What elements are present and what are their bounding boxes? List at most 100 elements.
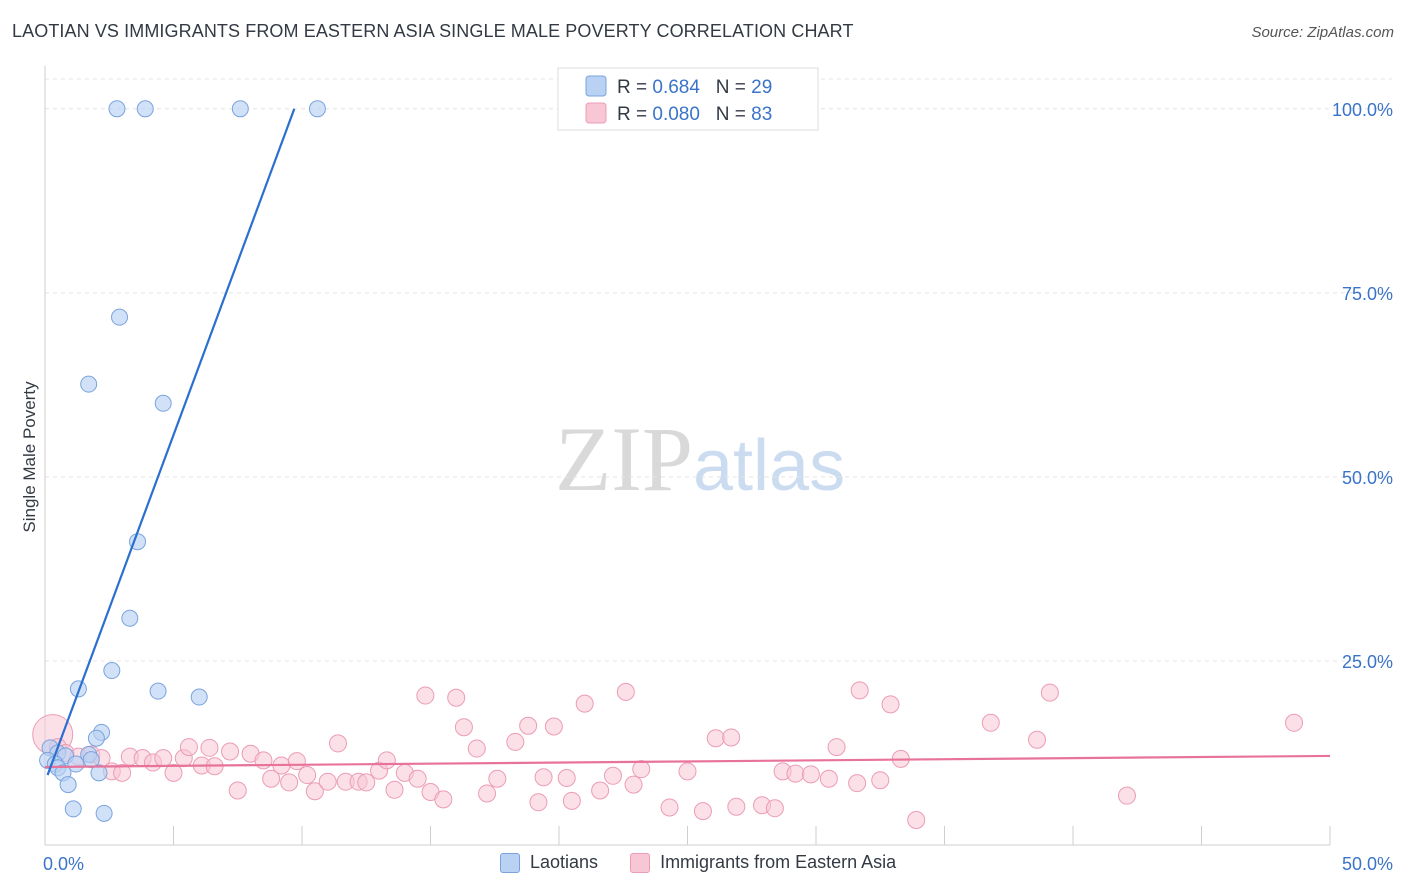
laotians-point[interactable] xyxy=(308,100,326,118)
laotians-point[interactable] xyxy=(154,394,172,412)
immigrants-point[interactable] xyxy=(678,762,697,781)
stats-legend-swatch xyxy=(585,102,607,124)
immigrants-point[interactable] xyxy=(727,797,746,816)
immigrants-point[interactable] xyxy=(786,764,805,783)
immigrants-trend-line xyxy=(44,754,1331,769)
immigrants-point[interactable] xyxy=(801,765,820,784)
chart-source: Source: ZipAtlas.com xyxy=(1251,24,1394,41)
y-tick-label: 75.0% xyxy=(1342,284,1393,304)
stats-legend-swatch xyxy=(585,75,607,97)
immigrants-point[interactable] xyxy=(850,681,869,700)
stats-legend-row: R = 0.080 N = 83 xyxy=(617,104,772,125)
x-tick-label: 0.0% xyxy=(43,854,84,874)
immigrants-point[interactable] xyxy=(848,774,867,793)
laotians-point[interactable] xyxy=(95,804,113,822)
immigrants-point[interactable] xyxy=(765,799,784,818)
immigrants-point[interactable] xyxy=(506,732,525,751)
laotians-point[interactable] xyxy=(121,609,139,627)
laotians-point[interactable] xyxy=(149,682,167,700)
immigrants-point[interactable] xyxy=(262,769,281,788)
immigrants-point[interactable] xyxy=(447,688,466,707)
laotians-point[interactable] xyxy=(103,662,121,680)
immigrants-point[interactable] xyxy=(377,751,396,770)
laotians-point[interactable] xyxy=(59,776,77,794)
immigrants-point[interactable] xyxy=(722,728,741,747)
immigrants-point[interactable] xyxy=(478,784,497,803)
y-tick-label: 100.0% xyxy=(1332,100,1393,120)
watermark: ZIPatlas xyxy=(555,408,845,510)
immigrants-point[interactable] xyxy=(591,781,610,800)
immigrants-point[interactable] xyxy=(385,780,404,799)
immigrants-point[interactable] xyxy=(519,716,538,735)
immigrants-point[interactable] xyxy=(706,729,725,748)
immigrants-point[interactable] xyxy=(298,766,317,785)
immigrants-point[interactable] xyxy=(693,802,712,821)
laotians-point[interactable] xyxy=(87,729,105,747)
immigrants-point[interactable] xyxy=(1040,683,1059,702)
laotians-swatch xyxy=(500,852,520,873)
immigrants-point[interactable] xyxy=(660,798,679,817)
immigrants-point[interactable] xyxy=(454,718,473,737)
immigrants-point[interactable] xyxy=(280,773,299,792)
immigrants-point[interactable] xyxy=(632,760,651,779)
immigrants-point[interactable] xyxy=(819,769,838,788)
immigrants-point[interactable] xyxy=(179,738,198,757)
immigrants-point[interactable] xyxy=(488,769,507,788)
immigrants-point[interactable] xyxy=(544,717,563,736)
y-tick-label: 25.0% xyxy=(1342,652,1393,672)
laotians-point[interactable] xyxy=(111,308,129,326)
immigrants-point[interactable] xyxy=(616,682,635,701)
laotians-point[interactable] xyxy=(80,375,98,393)
legend-item-laotians[interactable]: Laotians xyxy=(500,852,598,873)
laotians-point[interactable] xyxy=(108,100,126,118)
immigrants-point[interactable] xyxy=(164,763,183,782)
immigrants-point[interactable] xyxy=(624,775,643,794)
y-tick-label: 50.0% xyxy=(1342,468,1393,488)
immigrants-point[interactable] xyxy=(575,694,594,713)
immigrants-point[interactable] xyxy=(1117,786,1136,805)
immigrants-point[interactable] xyxy=(529,793,548,812)
immigrants-point[interactable] xyxy=(881,695,900,714)
immigrants-point[interactable] xyxy=(328,734,347,753)
immigrants-point[interactable] xyxy=(416,686,435,705)
x-tick-label: 50.0% xyxy=(1342,854,1393,874)
immigrants-point[interactable] xyxy=(113,763,132,782)
immigrants-point[interactable] xyxy=(907,810,926,829)
immigrants-point[interactable] xyxy=(467,739,486,758)
immigrants-point[interactable] xyxy=(603,766,622,785)
stats-legend-row: R = 0.684 N = 29 xyxy=(617,77,772,98)
laotians-point[interactable] xyxy=(231,100,249,118)
legend-label-immigrants: Immigrants from Eastern Asia xyxy=(660,852,897,872)
legend-item-immigrants[interactable]: Immigrants from Eastern Asia xyxy=(630,852,896,873)
immigrants-point[interactable] xyxy=(1285,713,1304,732)
legend-label-laotians: Laotians xyxy=(530,852,599,872)
laotians-trend-line xyxy=(46,108,296,776)
immigrants-point[interactable] xyxy=(318,772,337,791)
immigrants-point[interactable] xyxy=(562,791,581,810)
immigrants-swatch xyxy=(630,852,651,873)
immigrants-point[interactable] xyxy=(557,769,576,788)
chart-title: LAOTIAN VS IMMIGRANTS FROM EASTERN ASIA … xyxy=(12,21,854,41)
immigrants-point[interactable] xyxy=(1028,730,1047,749)
immigrants-point[interactable] xyxy=(305,782,324,801)
immigrants-point[interactable] xyxy=(254,751,273,770)
immigrants-point[interactable] xyxy=(534,768,553,787)
immigrants-point[interactable] xyxy=(408,769,427,788)
immigrants-point[interactable] xyxy=(434,790,453,809)
immigrants-point[interactable] xyxy=(827,738,846,757)
immigrants-point[interactable] xyxy=(357,773,376,792)
laotians-point[interactable] xyxy=(190,688,208,706)
y-axis-label: Single Male Poverty xyxy=(20,381,39,533)
laotians-point[interactable] xyxy=(90,764,108,782)
immigrants-point[interactable] xyxy=(200,738,219,757)
immigrants-point[interactable] xyxy=(287,752,306,771)
immigrants-point[interactable] xyxy=(154,749,173,768)
laotians-point[interactable] xyxy=(64,800,82,818)
immigrants-point[interactable] xyxy=(228,781,247,800)
immigrants-point[interactable] xyxy=(871,771,890,790)
laotians-point[interactable] xyxy=(67,755,85,773)
immigrants-point[interactable] xyxy=(981,713,1000,732)
laotians-point[interactable] xyxy=(136,100,154,118)
immigrants-point[interactable] xyxy=(221,742,240,761)
